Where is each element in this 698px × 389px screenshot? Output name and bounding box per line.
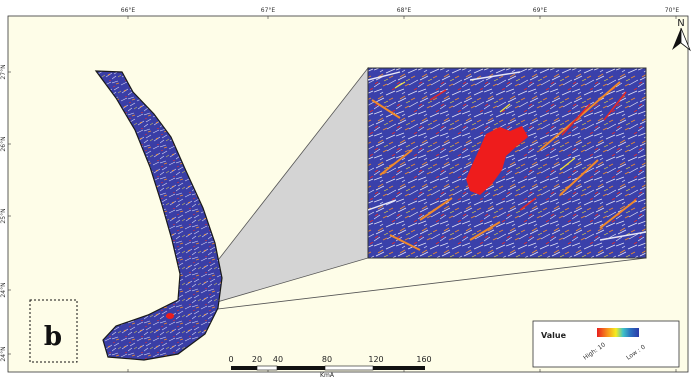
top-tick-label: 68°E: [397, 7, 412, 14]
left-tick-marks: [8, 71, 11, 355]
panel-label-box: [29, 299, 78, 363]
scale-unit: KmA: [320, 372, 335, 379]
left-tick-label: 25°N: [0, 208, 7, 223]
study-area: [94, 70, 223, 361]
scale-bar: [231, 365, 425, 371]
legend-color-ramp: [597, 328, 639, 337]
scale-label: 0: [228, 355, 233, 364]
scale-label: 80: [322, 355, 332, 364]
panel-label: b: [44, 322, 62, 352]
left-tick-label: 27°N: [0, 64, 7, 79]
legend-title: Value: [541, 331, 567, 340]
top-tick-label: 66°E: [121, 7, 136, 14]
north-label: N: [677, 18, 684, 29]
zoom-connector-line: [175, 257, 647, 315]
top-tick-label: 69°E: [533, 7, 548, 14]
focus-area-marker: [166, 313, 174, 319]
north-arrow-icon: [672, 27, 691, 52]
scale-label: 20: [252, 355, 262, 364]
top-tick-label: 70°E: [665, 7, 680, 14]
scale-label: 120: [368, 355, 383, 364]
left-tick-label: 24°N: [0, 346, 7, 361]
inset-features: [368, 71, 646, 251]
top-tick-label: 67°E: [261, 7, 276, 14]
top-tick-marks: [127, 16, 677, 19]
bottom-tick-marks: [127, 369, 677, 372]
scale-label: 160: [416, 355, 431, 364]
focus-area: [466, 126, 528, 195]
legend-box: [532, 320, 680, 368]
left-tick-label: 24°N: [0, 282, 7, 297]
left-tick-label: 26°N: [0, 136, 7, 151]
scale-label: 40: [273, 355, 283, 364]
